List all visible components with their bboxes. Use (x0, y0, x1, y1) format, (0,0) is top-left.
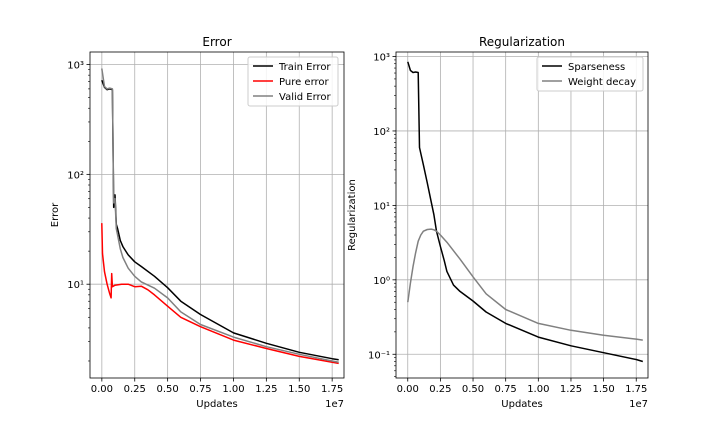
legend-label: Pure error (279, 77, 330, 88)
y-tick-label: 10⁻¹ (368, 350, 390, 361)
y-axis-label: Regularization (347, 179, 358, 251)
legend-label: Sparseness (568, 62, 625, 73)
x-tick-label: 0.00 (91, 384, 113, 395)
x-offset-label: 1e7 (629, 399, 648, 410)
series-line (101, 223, 339, 365)
x-tick-label: 0.25 (429, 384, 451, 395)
y-ticks: 10⁻¹ 10⁰ 10¹ 10² 10³ (368, 53, 396, 377)
x-tick-label: 1.75 (321, 384, 343, 395)
series-line (407, 228, 643, 341)
y-tick-label: 10³ (67, 61, 84, 72)
legend-label: Weight decay (568, 77, 636, 88)
x-axis-label: Updates (501, 399, 542, 410)
x-tick-label: 0.50 (157, 384, 179, 395)
data-lines (101, 68, 339, 365)
legend-label: Valid Error (279, 92, 332, 103)
y-tick-label: 10² (373, 127, 390, 138)
x-tick-label: 1.25 (560, 384, 582, 395)
plot-area (396, 52, 648, 378)
axes-frame (395, 51, 649, 379)
x-ticks: 0.00 0.25 0.50 0.75 1.00 1.25 1.50 1.75 (91, 378, 343, 395)
legend-box (536, 56, 644, 92)
x-offset-label: 1e7 (325, 399, 344, 410)
x-tick-label: 1.50 (592, 384, 614, 395)
y-ticks: 10¹ 10² 10³ (67, 61, 90, 362)
series-line (101, 79, 339, 361)
x-tick-label: 1.00 (527, 384, 549, 395)
x-tick-label: 0.75 (189, 384, 211, 395)
series-line (407, 61, 644, 363)
y-axis-label: Error (50, 202, 61, 227)
x-tick-label: 0.50 (462, 384, 484, 395)
x-ticks: 0.00 0.25 0.50 0.75 1.00 1.25 1.50 1.75 (397, 378, 647, 395)
x-axis-label: Updates (196, 399, 237, 410)
chart-title: Regularization (479, 35, 565, 49)
legend-box (247, 56, 339, 107)
legend: Train Error Pure error Valid Error (247, 56, 339, 107)
axes-frame (89, 51, 345, 379)
x-tick-label: 1.25 (255, 384, 277, 395)
legend: Sparseness Weight decay (536, 56, 644, 92)
x-tick-label: 1.00 (222, 384, 244, 395)
x-tick-label: 1.50 (288, 384, 310, 395)
grid-lines (396, 52, 648, 378)
x-tick-label: 0.75 (495, 384, 517, 395)
x-tick-label: 0.25 (124, 384, 146, 395)
series-line (101, 68, 339, 363)
y-tick-label: 10¹ (373, 201, 390, 212)
y-tick-label: 10¹ (67, 280, 84, 291)
y-tick-label: 10² (67, 170, 84, 181)
legend-label: Train Error (278, 62, 331, 73)
y-tick-label: 10³ (373, 53, 390, 64)
chart-title: Error (202, 35, 231, 49)
regularization-chart: 0.00 0.25 0.50 0.75 1.00 1.25 1.50 1.75 10⁻¹ 10⁰… (347, 35, 649, 410)
data-lines (407, 61, 644, 363)
x-tick-label: 1.75 (625, 384, 647, 395)
x-tick-label: 0.00 (397, 384, 419, 395)
error-chart: 0.00 0.25 0.50 0.75 1.00 1.25 1.50 1.75 10¹10²1… (50, 35, 345, 410)
y-tick-label: 10⁰ (373, 276, 390, 287)
